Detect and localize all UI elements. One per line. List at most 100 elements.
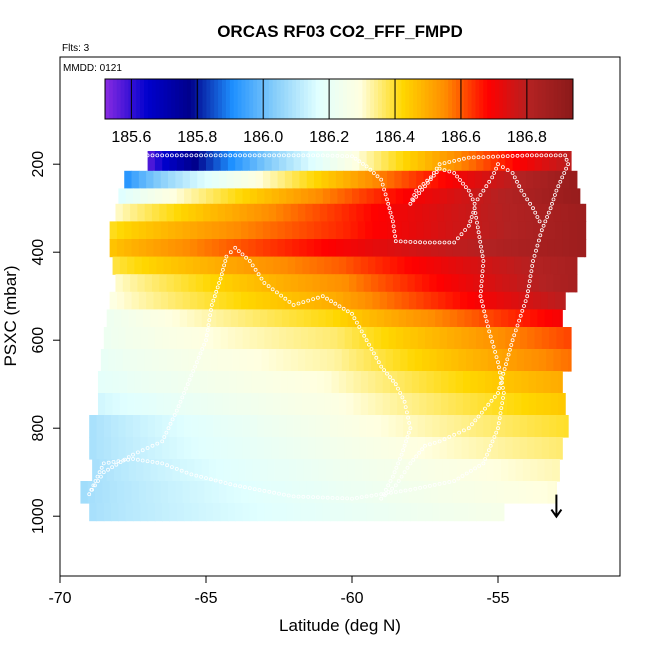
date-label: MMDD: 0121	[63, 63, 122, 74]
heatmap-cell	[150, 309, 159, 328]
heatmap-cell	[144, 274, 153, 293]
track-point	[224, 254, 229, 259]
heatmap-cell	[511, 221, 520, 240]
heatmap-cell	[525, 221, 534, 240]
track-point	[490, 339, 495, 344]
track-point	[345, 309, 350, 314]
heatmap-cell	[534, 437, 543, 460]
heatmap-cell	[416, 170, 425, 189]
track-point	[515, 153, 520, 158]
heatmap-cell	[422, 203, 430, 222]
heatmap-cell	[203, 349, 211, 372]
heatmap-cell	[283, 274, 292, 293]
heatmap-cell	[372, 481, 381, 504]
heatmap-cell	[505, 437, 514, 460]
track-point	[472, 201, 477, 206]
heatmap-cell	[540, 481, 549, 504]
heatmap-cell	[330, 188, 338, 205]
colorbar-swatch	[385, 79, 391, 119]
heatmap-cell	[461, 188, 470, 205]
heatmap-cell	[249, 415, 258, 438]
colorbar-swatch	[229, 79, 235, 119]
heatmap-cell	[408, 291, 417, 310]
track-point	[452, 240, 457, 245]
track-point	[374, 355, 379, 360]
track-point	[169, 465, 174, 470]
track-point	[527, 279, 532, 284]
heatmap-cell	[432, 437, 441, 460]
heatmap-cell	[373, 415, 382, 438]
heatmap-cell	[519, 327, 528, 350]
track-point	[550, 201, 554, 206]
track-point	[520, 153, 525, 158]
heatmap-cell	[413, 459, 422, 482]
track-point	[404, 410, 409, 415]
track-point	[291, 153, 296, 158]
heatmap-cell	[154, 415, 163, 438]
heatmap-cell	[197, 481, 206, 504]
heatmap-cell	[508, 459, 517, 482]
heatmap-cell	[297, 203, 306, 222]
heatmap-cell	[512, 415, 521, 438]
heatmap-cell	[379, 481, 388, 504]
track-point	[472, 206, 477, 211]
heatmap-cell	[392, 203, 401, 222]
heatmap-cell	[154, 327, 163, 350]
track-point	[387, 206, 392, 211]
track-point	[530, 264, 535, 268]
track-point	[502, 367, 507, 371]
heatmap-cell	[127, 256, 136, 275]
track-point	[199, 153, 204, 158]
track-point	[296, 494, 301, 499]
heatmap-cell	[257, 151, 265, 172]
heatmap-cell	[270, 481, 279, 504]
heatmap-cell	[220, 415, 229, 438]
heatmap-cell	[229, 371, 238, 394]
heatmap-cell	[246, 203, 255, 222]
heatmap-cell	[153, 239, 162, 258]
track-point	[301, 494, 306, 499]
heatmap-cell	[109, 239, 118, 258]
heatmap-cell	[243, 393, 252, 416]
track-point	[145, 459, 150, 464]
track-point	[213, 478, 218, 483]
colorbar-swatch	[354, 79, 359, 119]
heatmap-cell	[197, 170, 206, 189]
heatmap-cell	[439, 151, 448, 172]
track-point	[306, 153, 311, 158]
heatmap-cell	[429, 274, 438, 293]
track-point	[274, 290, 279, 295]
heatmap-cell	[411, 256, 420, 275]
track-point	[537, 219, 542, 224]
heatmap-cell	[395, 503, 404, 522]
track-point	[437, 162, 442, 167]
heatmap-cell	[417, 151, 426, 172]
heatmap-cell	[130, 349, 138, 372]
heatmap-cell	[414, 349, 423, 372]
track-point	[368, 167, 373, 172]
heatmap-cell	[473, 349, 482, 372]
track-point	[131, 457, 135, 461]
heatmap-cell	[554, 239, 563, 258]
track-point	[476, 230, 481, 235]
track-point	[189, 472, 194, 477]
heatmap-cell	[334, 274, 343, 293]
heatmap-cell	[341, 349, 350, 372]
heatmap-cell	[416, 291, 425, 310]
heatmap-cell	[257, 415, 265, 438]
track-point	[497, 370, 502, 375]
track-point	[374, 492, 379, 497]
heatmap-cell	[204, 170, 213, 189]
track-point	[497, 365, 501, 370]
track-point	[414, 194, 419, 199]
track-point	[481, 155, 486, 160]
heatmap-cell	[373, 188, 382, 205]
track-point	[306, 298, 311, 303]
track-point	[253, 267, 258, 272]
heatmap-cell	[470, 393, 479, 416]
heatmap-cell	[166, 274, 175, 293]
heatmap-cell	[407, 203, 416, 222]
heatmap-cell	[392, 349, 401, 372]
